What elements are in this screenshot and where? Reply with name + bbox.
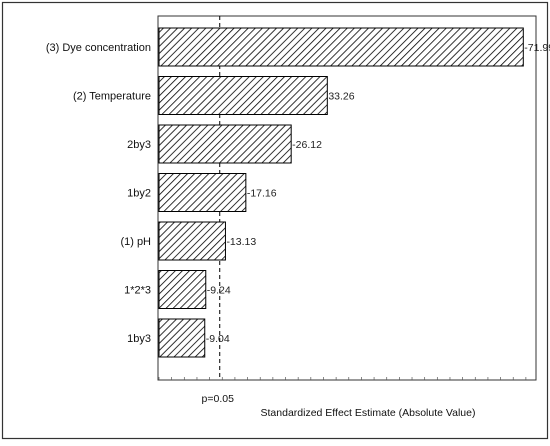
category-label: (1) pH <box>120 236 151 248</box>
category-label: 1by3 <box>127 333 151 345</box>
significance-label: p=0.05 <box>202 393 235 405</box>
category-label: 2by3 <box>127 139 151 151</box>
bar <box>158 270 207 309</box>
value-label: -17.16 <box>247 188 277 200</box>
bar <box>158 221 226 261</box>
category-label: (2) Temperature <box>73 91 151 103</box>
category-label: 1by2 <box>127 188 151 200</box>
value-label: 33.26 <box>328 91 354 103</box>
bar <box>158 27 524 67</box>
x-axis-label: Standardized Effect Estimate (Absolute V… <box>261 407 476 419</box>
value-label: -9.04 <box>206 333 230 345</box>
value-label: -26.12 <box>292 139 322 151</box>
bar <box>158 76 328 115</box>
bar <box>158 124 292 164</box>
plot-frame <box>157 15 537 381</box>
value-label: -13.13 <box>226 236 256 248</box>
bar <box>158 173 247 212</box>
value-label: -9.24 <box>207 285 231 297</box>
bar <box>158 318 206 358</box>
category-label: (3) Dye concentration <box>46 42 151 54</box>
value-label: -71.99 <box>524 42 550 54</box>
category-label: 1*2*3 <box>124 285 151 297</box>
